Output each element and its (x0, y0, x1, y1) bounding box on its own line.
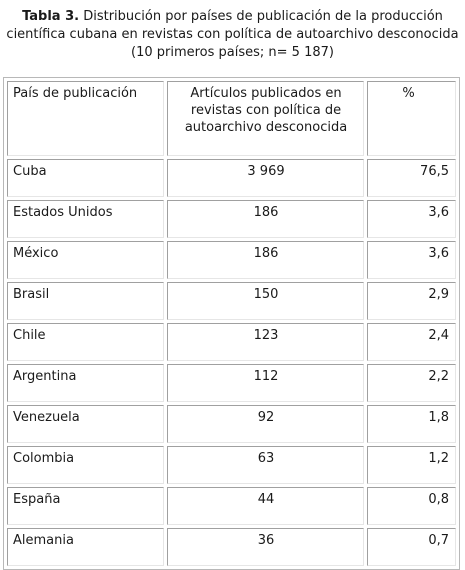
table-row: España 44 0,8 (7, 487, 456, 525)
cell-percent: 3,6 (367, 200, 456, 238)
cell-count: 186 (167, 241, 364, 279)
cell-country: Chile (7, 323, 164, 361)
caption-text: Distribución por países de publicación d… (6, 9, 459, 60)
cell-count: 92 (167, 405, 364, 443)
cell-percent: 1,2 (367, 446, 456, 484)
cell-percent: 1,8 (367, 405, 456, 443)
cell-country: Brasil (7, 282, 164, 320)
table-caption: Tabla 3. Distribución por países de publ… (0, 0, 465, 62)
table-row: México 186 3,6 (7, 241, 456, 279)
table-container: País de publicación Artículos publicados… (3, 77, 460, 570)
cell-country: Argentina (7, 364, 164, 402)
cell-country: Cuba (7, 159, 164, 197)
header-count: Artículos publicados en revistas con pol… (167, 81, 364, 156)
cell-count: 44 (167, 487, 364, 525)
cell-percent: 2,2 (367, 364, 456, 402)
table-row: Cuba 3 969 76,5 (7, 159, 456, 197)
cell-count: 3 969 (167, 159, 364, 197)
cell-count: 112 (167, 364, 364, 402)
table-row: Brasil 150 2,9 (7, 282, 456, 320)
table-body: País de publicación Artículos publicados… (7, 81, 456, 566)
cell-country: Venezuela (7, 405, 164, 443)
header-percent: % (367, 81, 456, 156)
cell-count: 123 (167, 323, 364, 361)
cell-percent: 2,9 (367, 282, 456, 320)
cell-country: España (7, 487, 164, 525)
cell-country: Estados Unidos (7, 200, 164, 238)
cell-count: 63 (167, 446, 364, 484)
data-table: País de publicación Artículos publicados… (3, 77, 460, 570)
table-header-row: País de publicación Artículos publicados… (7, 81, 456, 156)
cell-country: Colombia (7, 446, 164, 484)
table-row: Venezuela 92 1,8 (7, 405, 456, 443)
table-row: Argentina 112 2,2 (7, 364, 456, 402)
cell-count: 186 (167, 200, 364, 238)
table-row: Estados Unidos 186 3,6 (7, 200, 456, 238)
table-row: Chile 123 2,4 (7, 323, 456, 361)
cell-percent: 76,5 (367, 159, 456, 197)
caption-label: Tabla 3. (22, 9, 80, 24)
cell-count: 150 (167, 282, 364, 320)
table-row: Colombia 63 1,2 (7, 446, 456, 484)
cell-percent: 0,8 (367, 487, 456, 525)
cell-country: México (7, 241, 164, 279)
header-country: País de publicación (7, 81, 164, 156)
cell-percent: 3,6 (367, 241, 456, 279)
cell-percent: 2,4 (367, 323, 456, 361)
